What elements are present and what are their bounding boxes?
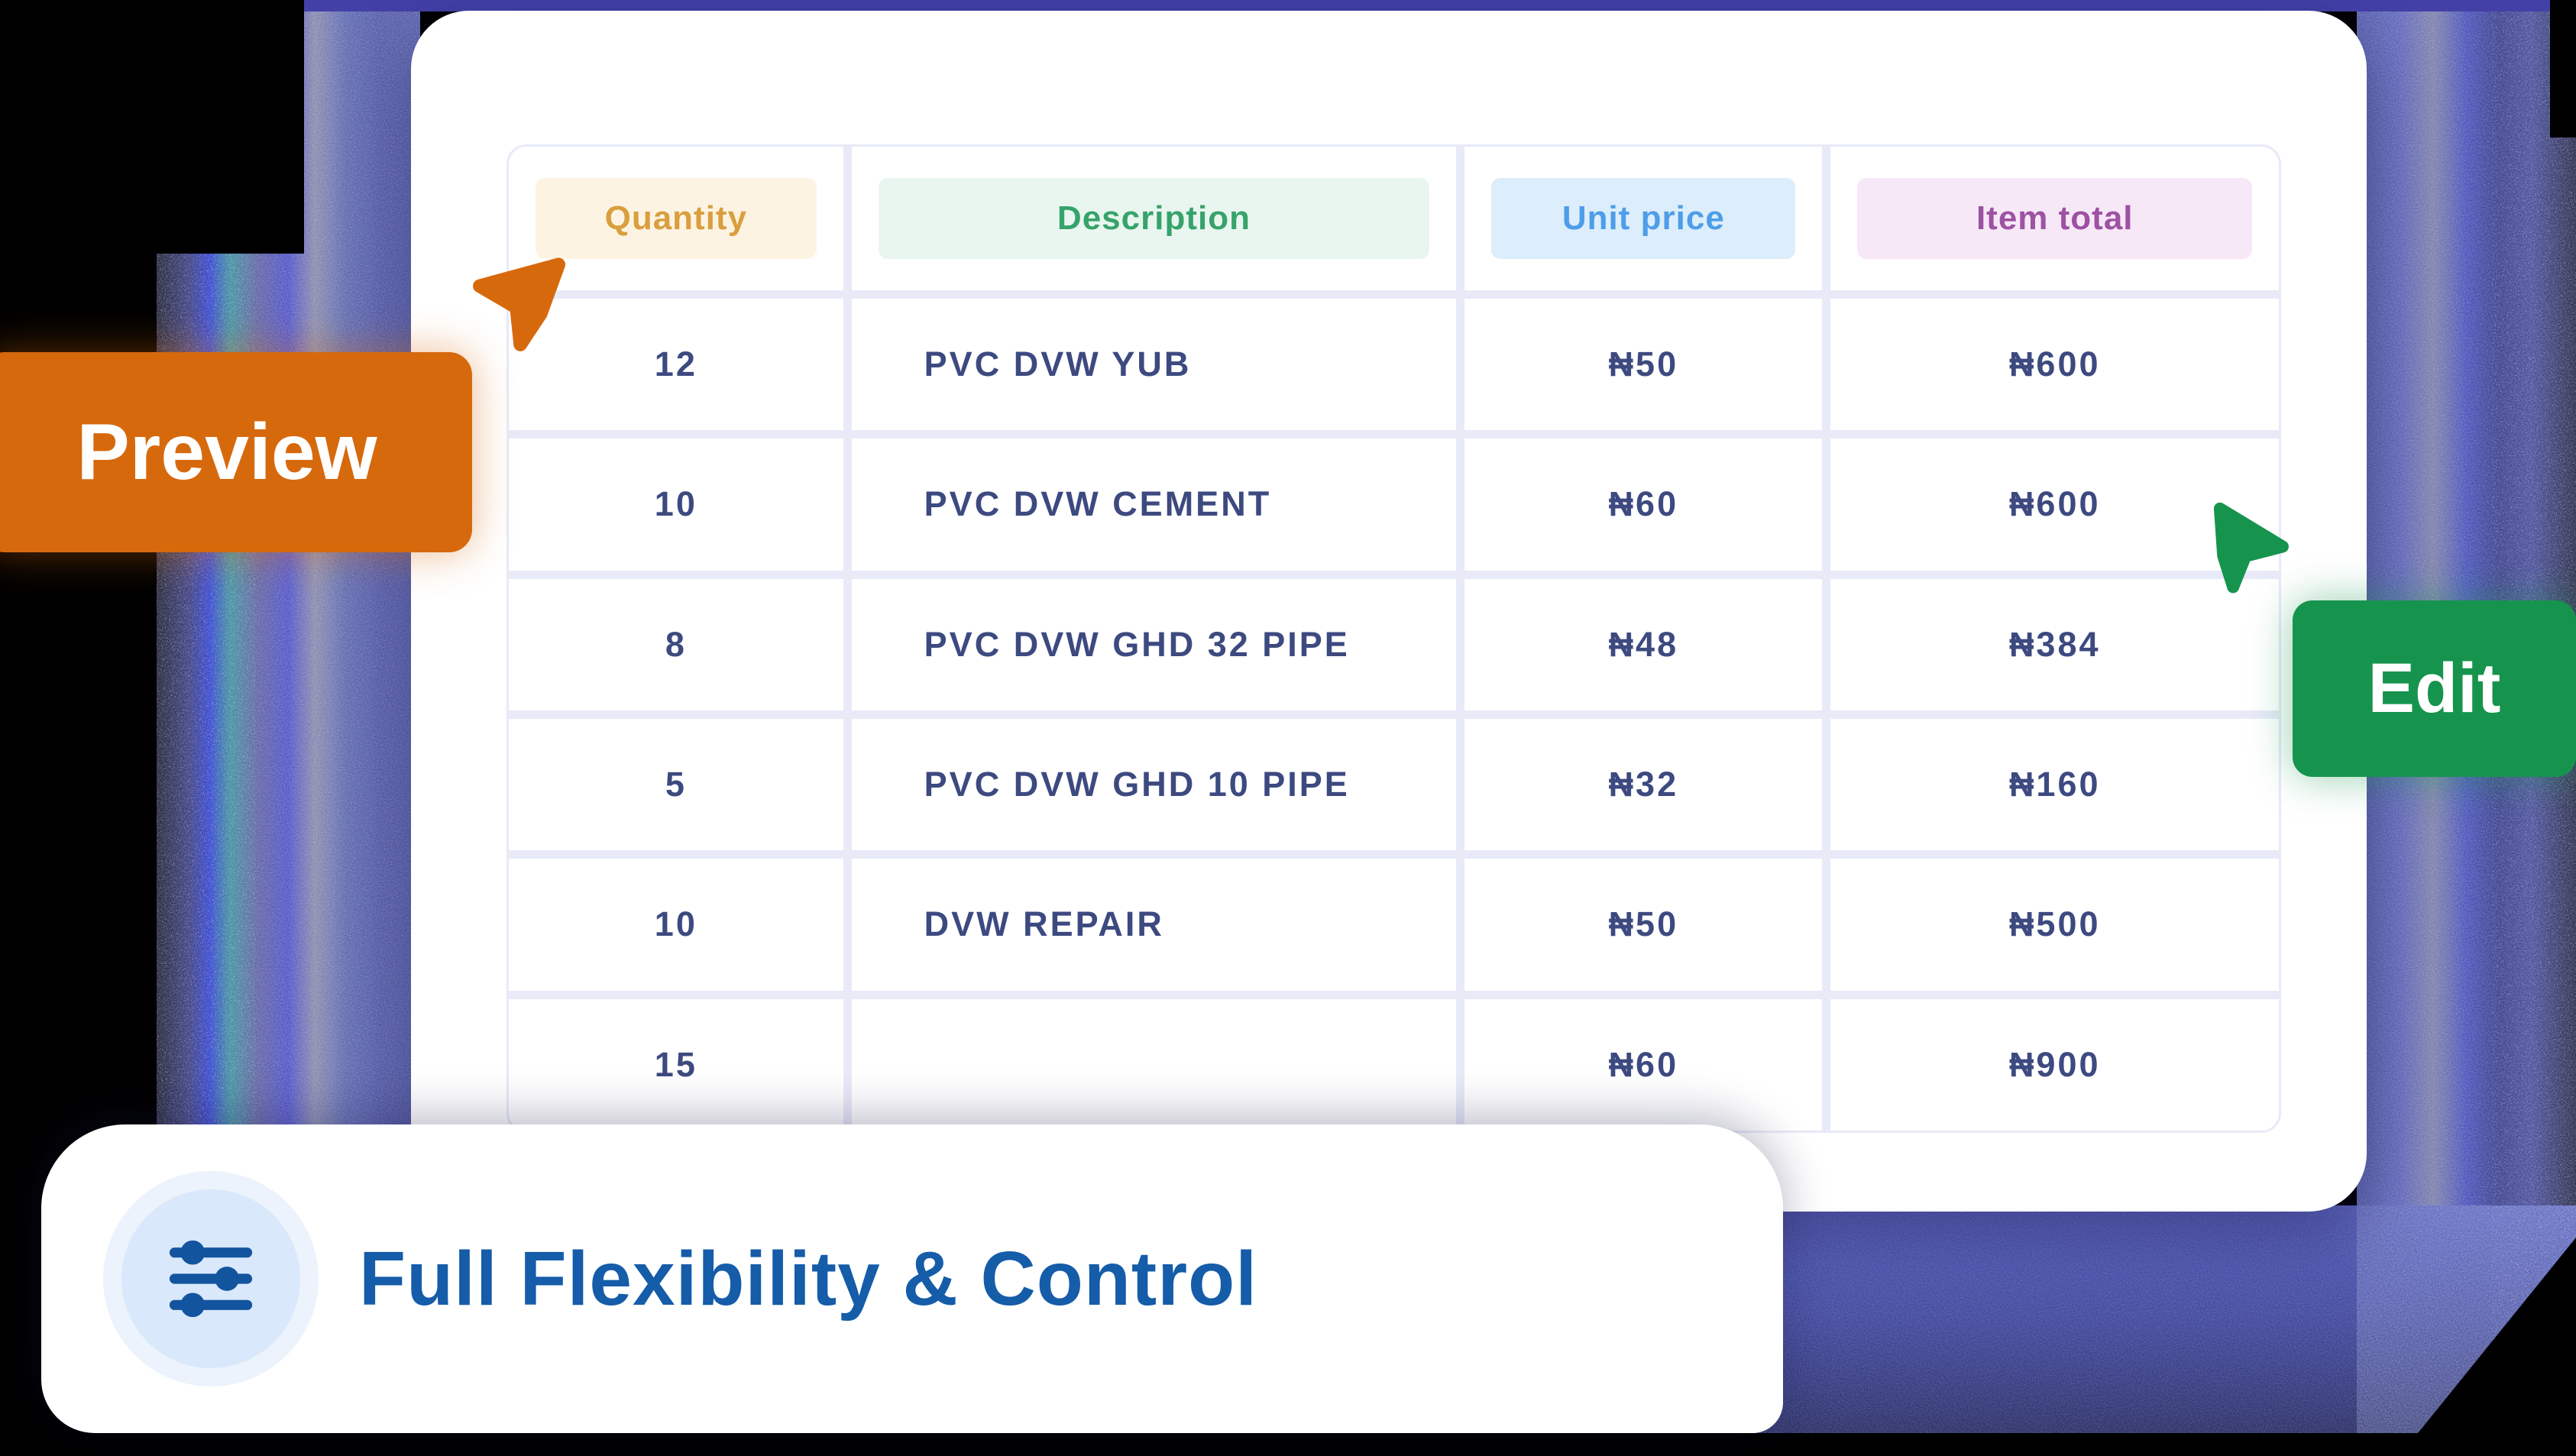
table-cell-quantity[interactable]: 5 [509,718,843,851]
table-cell-item_total[interactable]: ₦600 [1830,299,2279,431]
table-cell-description[interactable]: PVC DVW CEMENT [851,438,1457,571]
column-header-item-total: Item total [1830,147,2279,290]
column-header-chip: Unit price [1491,178,1796,259]
table-cell-quantity[interactable]: 12 [509,299,843,431]
background-black-patch [0,0,304,254]
table-cell-item_total[interactable]: ₦384 [1830,578,2279,710]
feature-banner: Full Flexibility & Control [41,1124,1783,1433]
table-cell-unit_price[interactable]: ₦60 [1464,998,1823,1131]
table-cell-unit_price[interactable]: ₦50 [1464,859,1823,991]
table-cell-quantity[interactable]: 15 [509,998,843,1131]
bottom-black-strip [0,1433,2576,1456]
top-indigo-strip [304,0,2550,11]
column-header-chip: Description [878,178,1430,259]
sliders-icon-badge [121,1189,300,1368]
table-cell-unit_price[interactable]: ₦50 [1464,299,1823,431]
table-cell-quantity[interactable]: 10 [509,438,843,571]
sliders-icon [169,1240,253,1318]
table-cell-unit_price[interactable]: ₦48 [1464,578,1823,710]
invoice-card: Quantity Description Unit price Item tot… [411,11,2367,1212]
table-cell-item_total[interactable]: ₦600 [1830,438,2279,571]
table-cell-unit_price[interactable]: ₦32 [1464,718,1823,851]
table-cell-quantity[interactable]: 8 [509,578,843,710]
table-cell-item_total[interactable]: ₦160 [1830,718,2279,851]
preview-button[interactable]: Preview [0,352,472,552]
green-pointer-cursor-icon [2213,502,2289,594]
column-header-unit-price: Unit price [1464,147,1823,290]
table-cell-item_total[interactable]: ₦900 [1830,998,2279,1131]
column-header-quantity: Quantity [509,147,843,290]
background-black-patch [2550,0,2576,138]
table-cell-unit_price[interactable]: ₦60 [1464,438,1823,571]
edit-button[interactable]: Edit [2293,600,2576,777]
table-cell-description[interactable]: PVC DVW GHD 10 PIPE [851,718,1457,851]
column-header-chip: Quantity [536,178,817,259]
orange-pointer-cursor-icon [473,257,566,351]
table-cell-description[interactable]: PVC DVW YUB [851,299,1457,431]
table-cell-description[interactable]: DVW REPAIR [851,859,1457,991]
invoice-table: Quantity Description Unit price Item tot… [506,144,2281,1133]
banner-title: Full Flexibility & Control [359,1235,1257,1322]
table-cell-description[interactable]: PVC DVW GHD 32 PIPE [851,578,1457,710]
table-cell-quantity[interactable]: 10 [509,859,843,991]
table-cell-description[interactable] [851,998,1457,1131]
column-header-description: Description [851,147,1457,290]
table-cell-item_total[interactable]: ₦500 [1830,859,2279,991]
column-header-chip: Item total [1857,178,2252,259]
